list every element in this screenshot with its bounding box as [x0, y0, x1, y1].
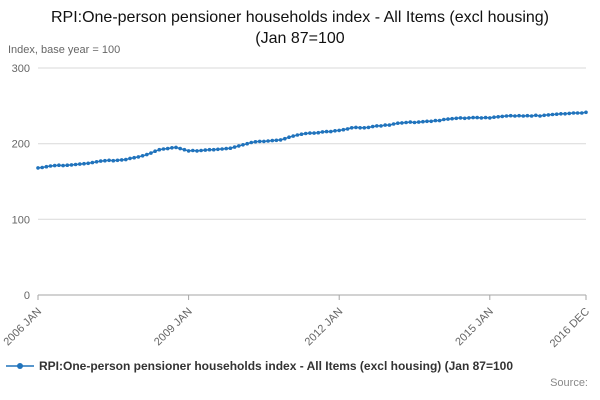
x-tick-label: 2015 JAN — [453, 306, 496, 349]
chart-title: RPI:One-person pensioner households inde… — [50, 9, 550, 48]
y-tick-label: 200 — [12, 139, 30, 151]
y-tick-label: 300 — [12, 63, 30, 75]
source-label: Source: — [550, 377, 588, 389]
chart-canvas: 0 100 200 300 2006 JAN 2009 JAN 2012 JAN 2015 J… — [1, 63, 592, 350]
legend-line-marker-icon — [6, 363, 34, 369]
x-tick-label: 2012 JAN — [303, 306, 346, 349]
series-line — [36, 110, 588, 170]
legend: RPI:One-person pensioner households inde… — [6, 359, 600, 373]
x-tick-label: 2009 JAN — [152, 306, 195, 349]
x-tick-label: 2006 JAN — [1, 306, 44, 349]
y-tick-label: 100 — [12, 214, 30, 226]
y-gridlines: 0 100 200 300 — [12, 63, 586, 302]
y-axis-note: Index, base year = 100 — [8, 44, 121, 56]
x-tick-label: 2016 DEC — [548, 306, 592, 350]
legend-label: RPI:One-person pensioner households inde… — [39, 359, 513, 373]
y-tick-label: 0 — [24, 290, 30, 302]
x-axis: 2006 JAN 2009 JAN 2012 JAN 2015 JAN 2016 DEC — [1, 295, 592, 350]
